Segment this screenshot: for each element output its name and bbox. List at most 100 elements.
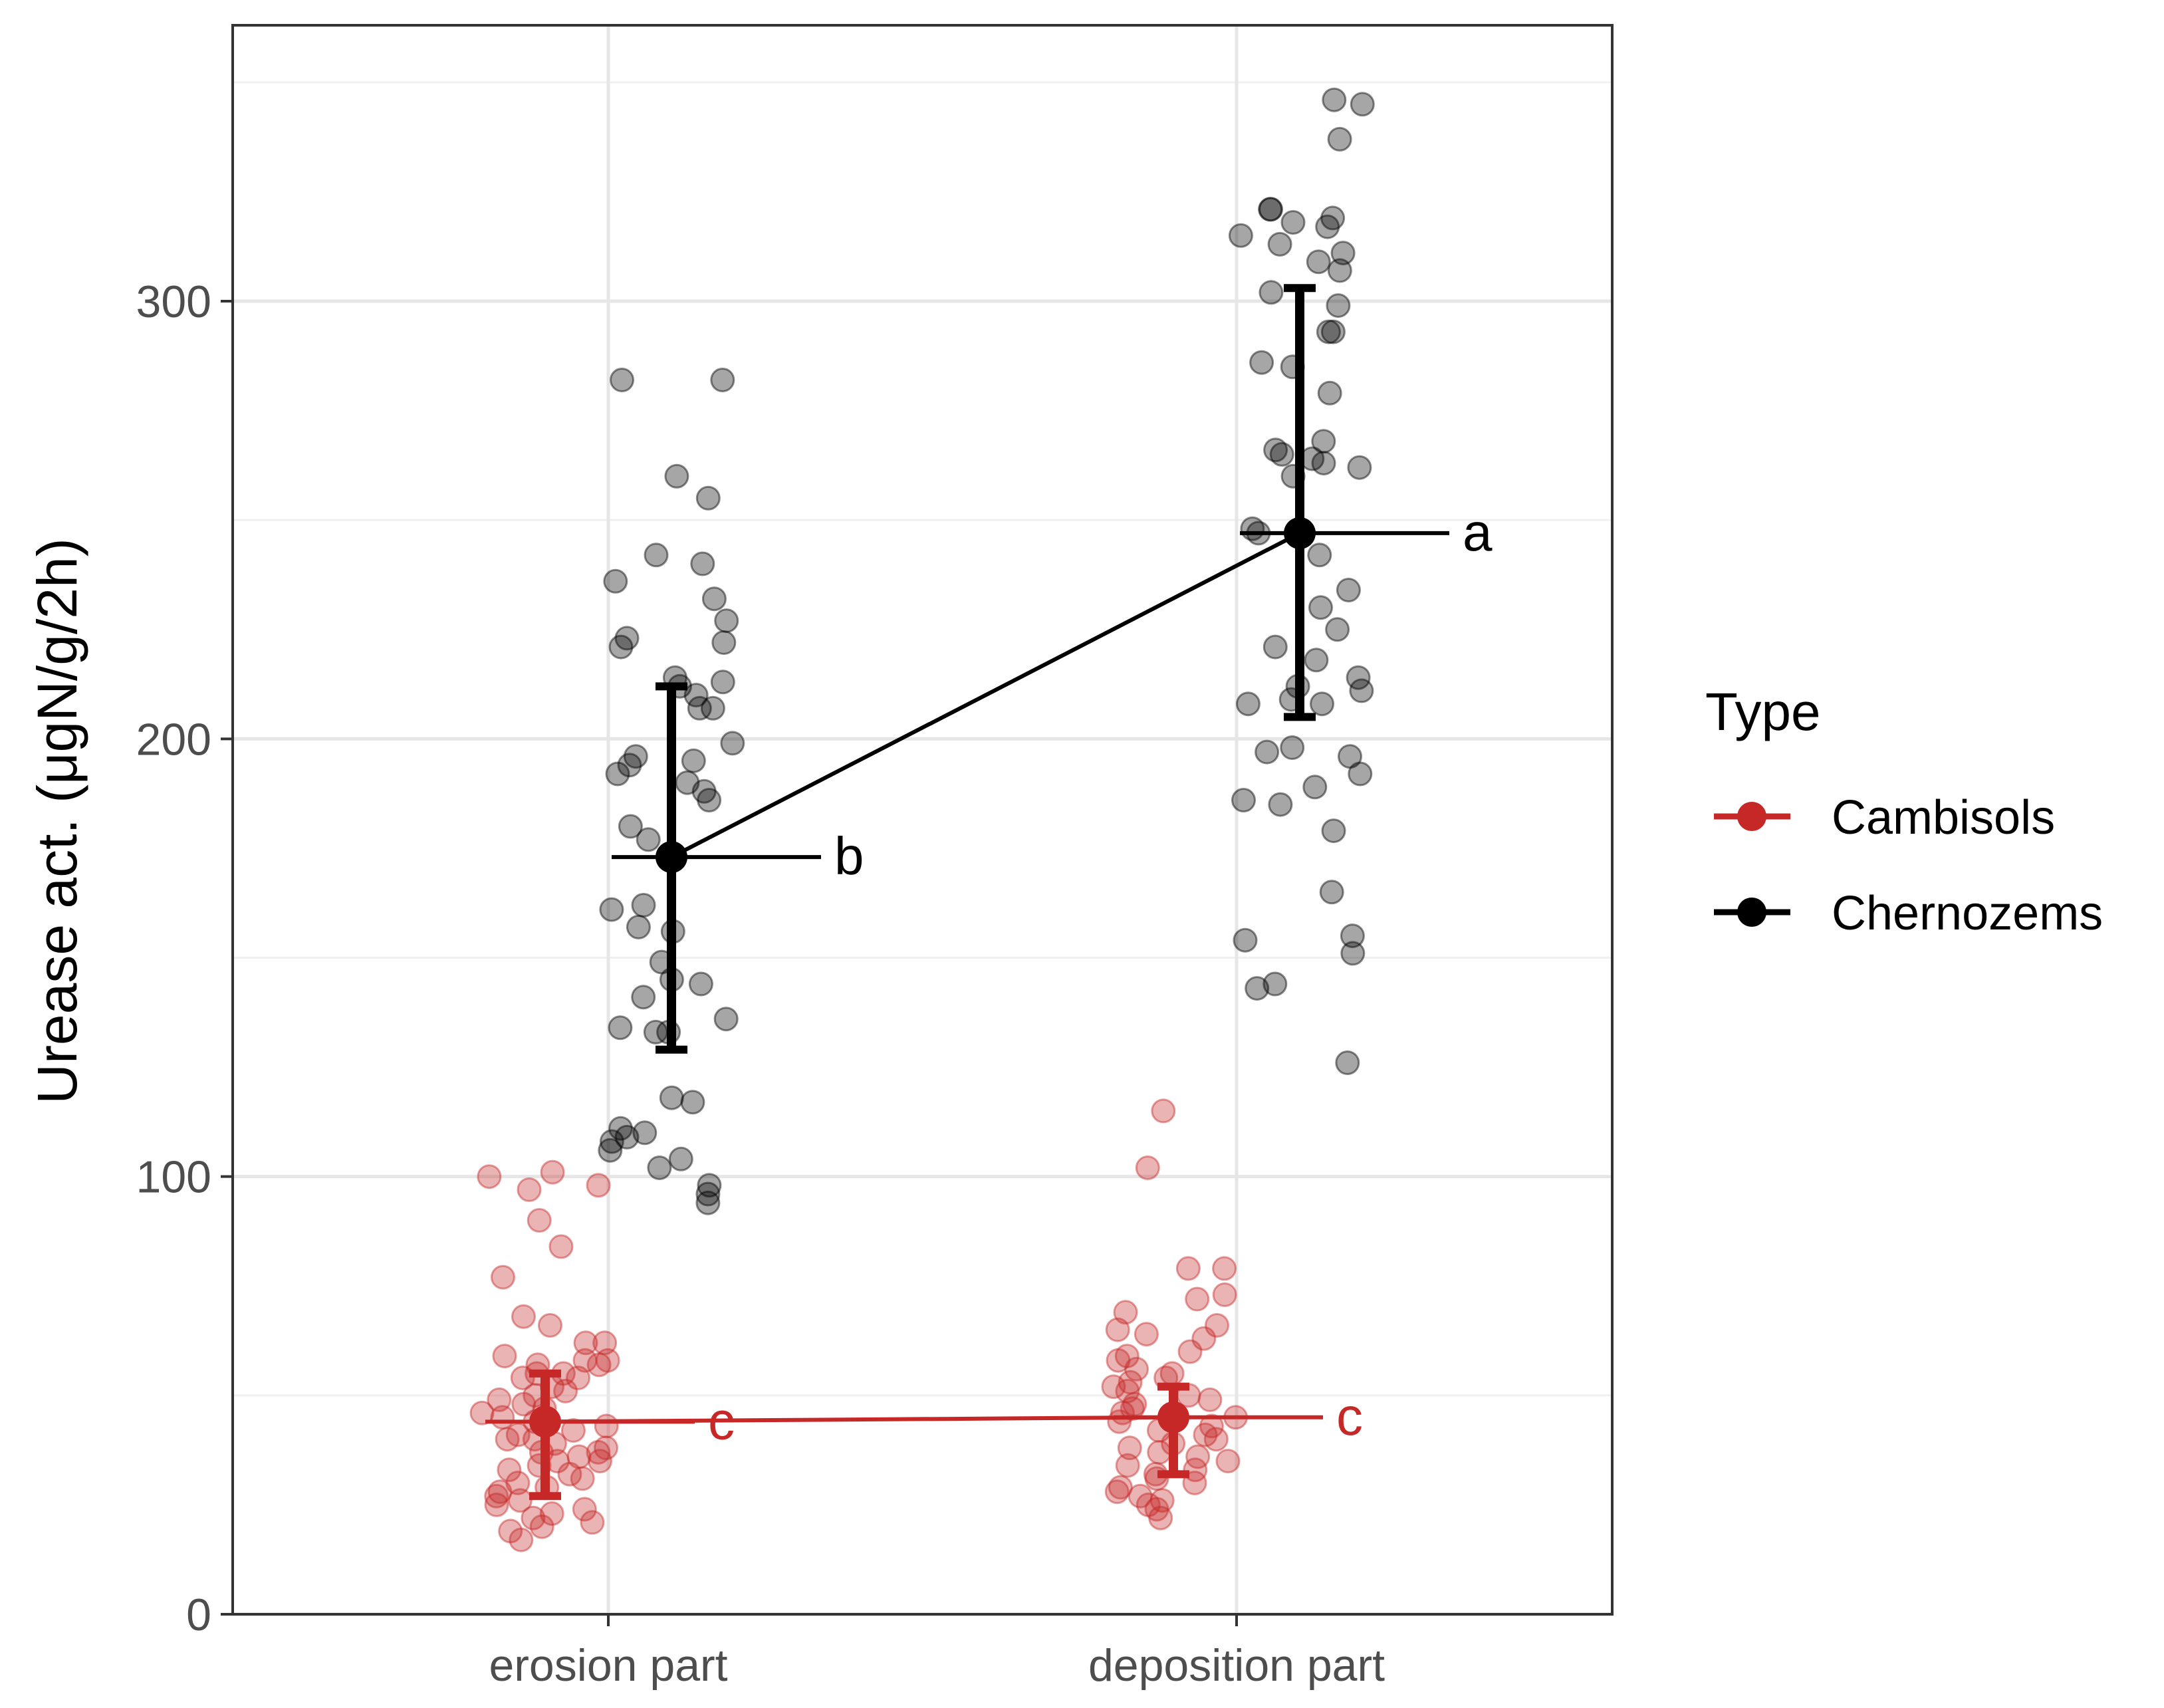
data-point-chernozems xyxy=(1259,197,1283,222)
data-point-chernozems xyxy=(1304,648,1329,673)
data-point-cambisols xyxy=(521,1505,546,1530)
data-point-chernozems xyxy=(599,897,624,922)
data-point-cambisols xyxy=(1191,1326,1217,1351)
data-point-chernozems xyxy=(690,551,715,576)
data-point-chernozems xyxy=(1259,280,1284,305)
data-point-chernozems xyxy=(618,814,643,839)
data-point-cambisols xyxy=(1205,1313,1229,1338)
x-tick-label: erosion part xyxy=(489,1640,727,1691)
data-point-chernozems xyxy=(1280,735,1305,760)
data-point-cambisols xyxy=(510,1366,535,1390)
data-point-cambisols xyxy=(484,1483,509,1509)
data-point-cambisols xyxy=(511,1392,537,1417)
data-point-cambisols xyxy=(572,1497,597,1522)
data-point-chernozems xyxy=(700,695,725,721)
data-point-chernozems xyxy=(1340,923,1365,949)
data-point-chernozems xyxy=(1322,87,1347,112)
data-point-chernozems xyxy=(1320,205,1346,231)
data-point-cambisols xyxy=(1104,1479,1130,1505)
data-point-chernozems xyxy=(1340,941,1366,966)
data-point-chernozems xyxy=(1321,818,1346,844)
data-point-cambisols xyxy=(1115,1453,1140,1478)
data-point-cambisols xyxy=(1124,1356,1149,1382)
data-point-chernozems xyxy=(683,683,709,707)
labels-layer: c c b a xyxy=(708,503,1493,1450)
data-point-cambisols xyxy=(594,1435,618,1461)
data-point-chernozems xyxy=(1317,380,1342,406)
data-point-cambisols xyxy=(1105,1317,1130,1342)
data-point-chernozems xyxy=(1235,691,1261,717)
data-point-chernozems xyxy=(617,753,642,778)
data-point-cambisols xyxy=(1117,1435,1142,1461)
data-point-cambisols xyxy=(529,1514,554,1539)
data-point-chernozems xyxy=(614,626,640,651)
data-point-cambisols xyxy=(497,1457,522,1483)
data-point-cambisols xyxy=(539,1501,564,1526)
data-point-chernozems xyxy=(713,1007,739,1032)
data-point-cambisols xyxy=(1136,1492,1161,1517)
y-tick-label: 300 xyxy=(136,277,211,327)
data-point-chernozems xyxy=(681,748,706,773)
data-point-chernozems xyxy=(1311,429,1336,454)
data-point-chernozems xyxy=(695,1181,721,1207)
data-point-cambisols xyxy=(484,1492,509,1517)
data-point-cambisols xyxy=(1101,1374,1126,1400)
data-point-chernozems xyxy=(1311,451,1336,476)
data-point-chernozems xyxy=(697,1173,722,1198)
data-point-cambisols xyxy=(1108,1475,1133,1500)
data-point-chernozems xyxy=(1327,126,1352,152)
data-point-cambisols xyxy=(1118,1370,1143,1395)
data-point-chernozems xyxy=(1319,880,1344,905)
data-point-cambisols xyxy=(1185,1444,1211,1469)
data-point-cambisols xyxy=(487,1479,513,1505)
data-point-chernozems xyxy=(636,827,661,852)
data-point-cambisols xyxy=(560,1418,586,1443)
mean-line-chernozems xyxy=(670,531,1301,859)
data-point-cambisols xyxy=(588,1449,612,1474)
data-point-cambisols xyxy=(570,1466,595,1491)
data-point-cambisols xyxy=(594,1413,619,1439)
data-point-cambisols xyxy=(586,1173,611,1198)
data-point-cambisols xyxy=(1149,1488,1175,1513)
data-point-cambisols xyxy=(1197,1387,1223,1412)
data-point-chernozems xyxy=(711,630,737,655)
data-point-chernozems xyxy=(631,985,656,1010)
data-point-chernozems xyxy=(695,1190,721,1215)
data-point-chernozems xyxy=(1346,665,1371,690)
data-point-cambisols xyxy=(1151,1098,1176,1124)
data-point-cambisols xyxy=(1115,1378,1140,1403)
data-point-cambisols xyxy=(573,1330,598,1356)
data-point-chernozems xyxy=(608,634,634,660)
data-point-chernozems xyxy=(1268,792,1293,817)
legend-title: Type xyxy=(1705,682,1820,741)
data-point-cambisols xyxy=(1212,1256,1237,1281)
data-point-cambisols xyxy=(1215,1449,1241,1474)
data-point-cambisols xyxy=(495,1427,520,1452)
data-point-chernozems xyxy=(664,463,689,489)
data-point-chernozems xyxy=(603,568,628,594)
data-point-cambisols xyxy=(517,1177,542,1202)
data-point-chernozems xyxy=(598,1138,623,1163)
data-point-cambisols xyxy=(1147,1439,1172,1465)
data-point-cambisols xyxy=(1185,1286,1210,1312)
data-point-chernozems xyxy=(710,670,735,695)
data-point-chernozems xyxy=(687,695,712,721)
data-point-cambisols xyxy=(509,1527,534,1552)
plot-background xyxy=(233,25,1612,1614)
data-point-chernozems xyxy=(1338,744,1362,769)
data-point-chernozems xyxy=(1349,678,1374,703)
y-tick-label: 200 xyxy=(136,714,211,765)
data-point-chernozems xyxy=(610,368,634,392)
data-point-chernozems xyxy=(626,914,651,939)
data-point-chernozems xyxy=(605,761,630,787)
data-point-cambisols xyxy=(469,1400,495,1425)
legend-key-point xyxy=(1737,898,1766,927)
data-point-chernozems xyxy=(1280,210,1306,235)
data-point-chernozems xyxy=(668,1146,693,1171)
data-point-cambisols xyxy=(507,1488,533,1513)
data-point-cambisols xyxy=(511,1304,536,1329)
data-point-chernozems xyxy=(1233,927,1258,953)
data-point-chernozems xyxy=(695,485,721,511)
data-point-cambisols xyxy=(498,1519,523,1544)
